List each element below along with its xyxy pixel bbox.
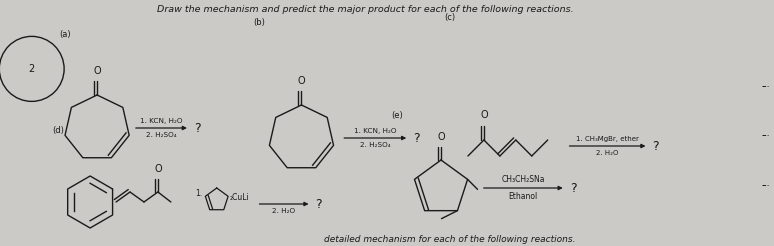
Text: ?: ? [194,122,200,135]
Text: ₂CuLi: ₂CuLi [230,194,249,202]
Text: O: O [437,132,445,141]
Text: O: O [154,164,162,173]
Text: ?: ? [413,132,420,144]
Text: 1. KCN, H₂O: 1. KCN, H₂O [354,128,396,134]
Text: (c): (c) [444,13,455,22]
Text: 1. KCN, H₂O: 1. KCN, H₂O [140,118,183,124]
Text: detailed mechanism for each of the following reactions.: detailed mechanism for each of the follo… [324,235,576,244]
Text: Ethanol: Ethanol [509,192,538,201]
Text: 1.: 1. [195,189,202,199]
Text: (b): (b) [254,18,265,27]
Text: (d): (d) [52,126,64,135]
Text: 2. H₂SO₄: 2. H₂SO₄ [146,132,176,138]
Text: (e): (e) [391,111,403,120]
Text: Draw the mechanism and predict the major product for each of the following react: Draw the mechanism and predict the major… [157,5,574,14]
Text: O: O [298,76,305,86]
Text: CH₃CH₂SNa: CH₃CH₂SNa [502,175,545,184]
Text: 2. H₂O: 2. H₂O [272,208,296,214]
Text: (a): (a) [60,30,71,39]
Text: ?: ? [652,139,659,153]
Text: 2. H₂SO₄: 2. H₂SO₄ [360,142,391,148]
Text: 2. H₂O: 2. H₂O [596,150,618,156]
Text: 1. CH₃MgBr, ether: 1. CH₃MgBr, ether [576,136,639,142]
Text: O: O [480,110,488,121]
Text: 2: 2 [29,64,35,74]
Text: ?: ? [316,198,322,211]
Text: ?: ? [570,182,577,195]
Text: O: O [94,65,101,76]
